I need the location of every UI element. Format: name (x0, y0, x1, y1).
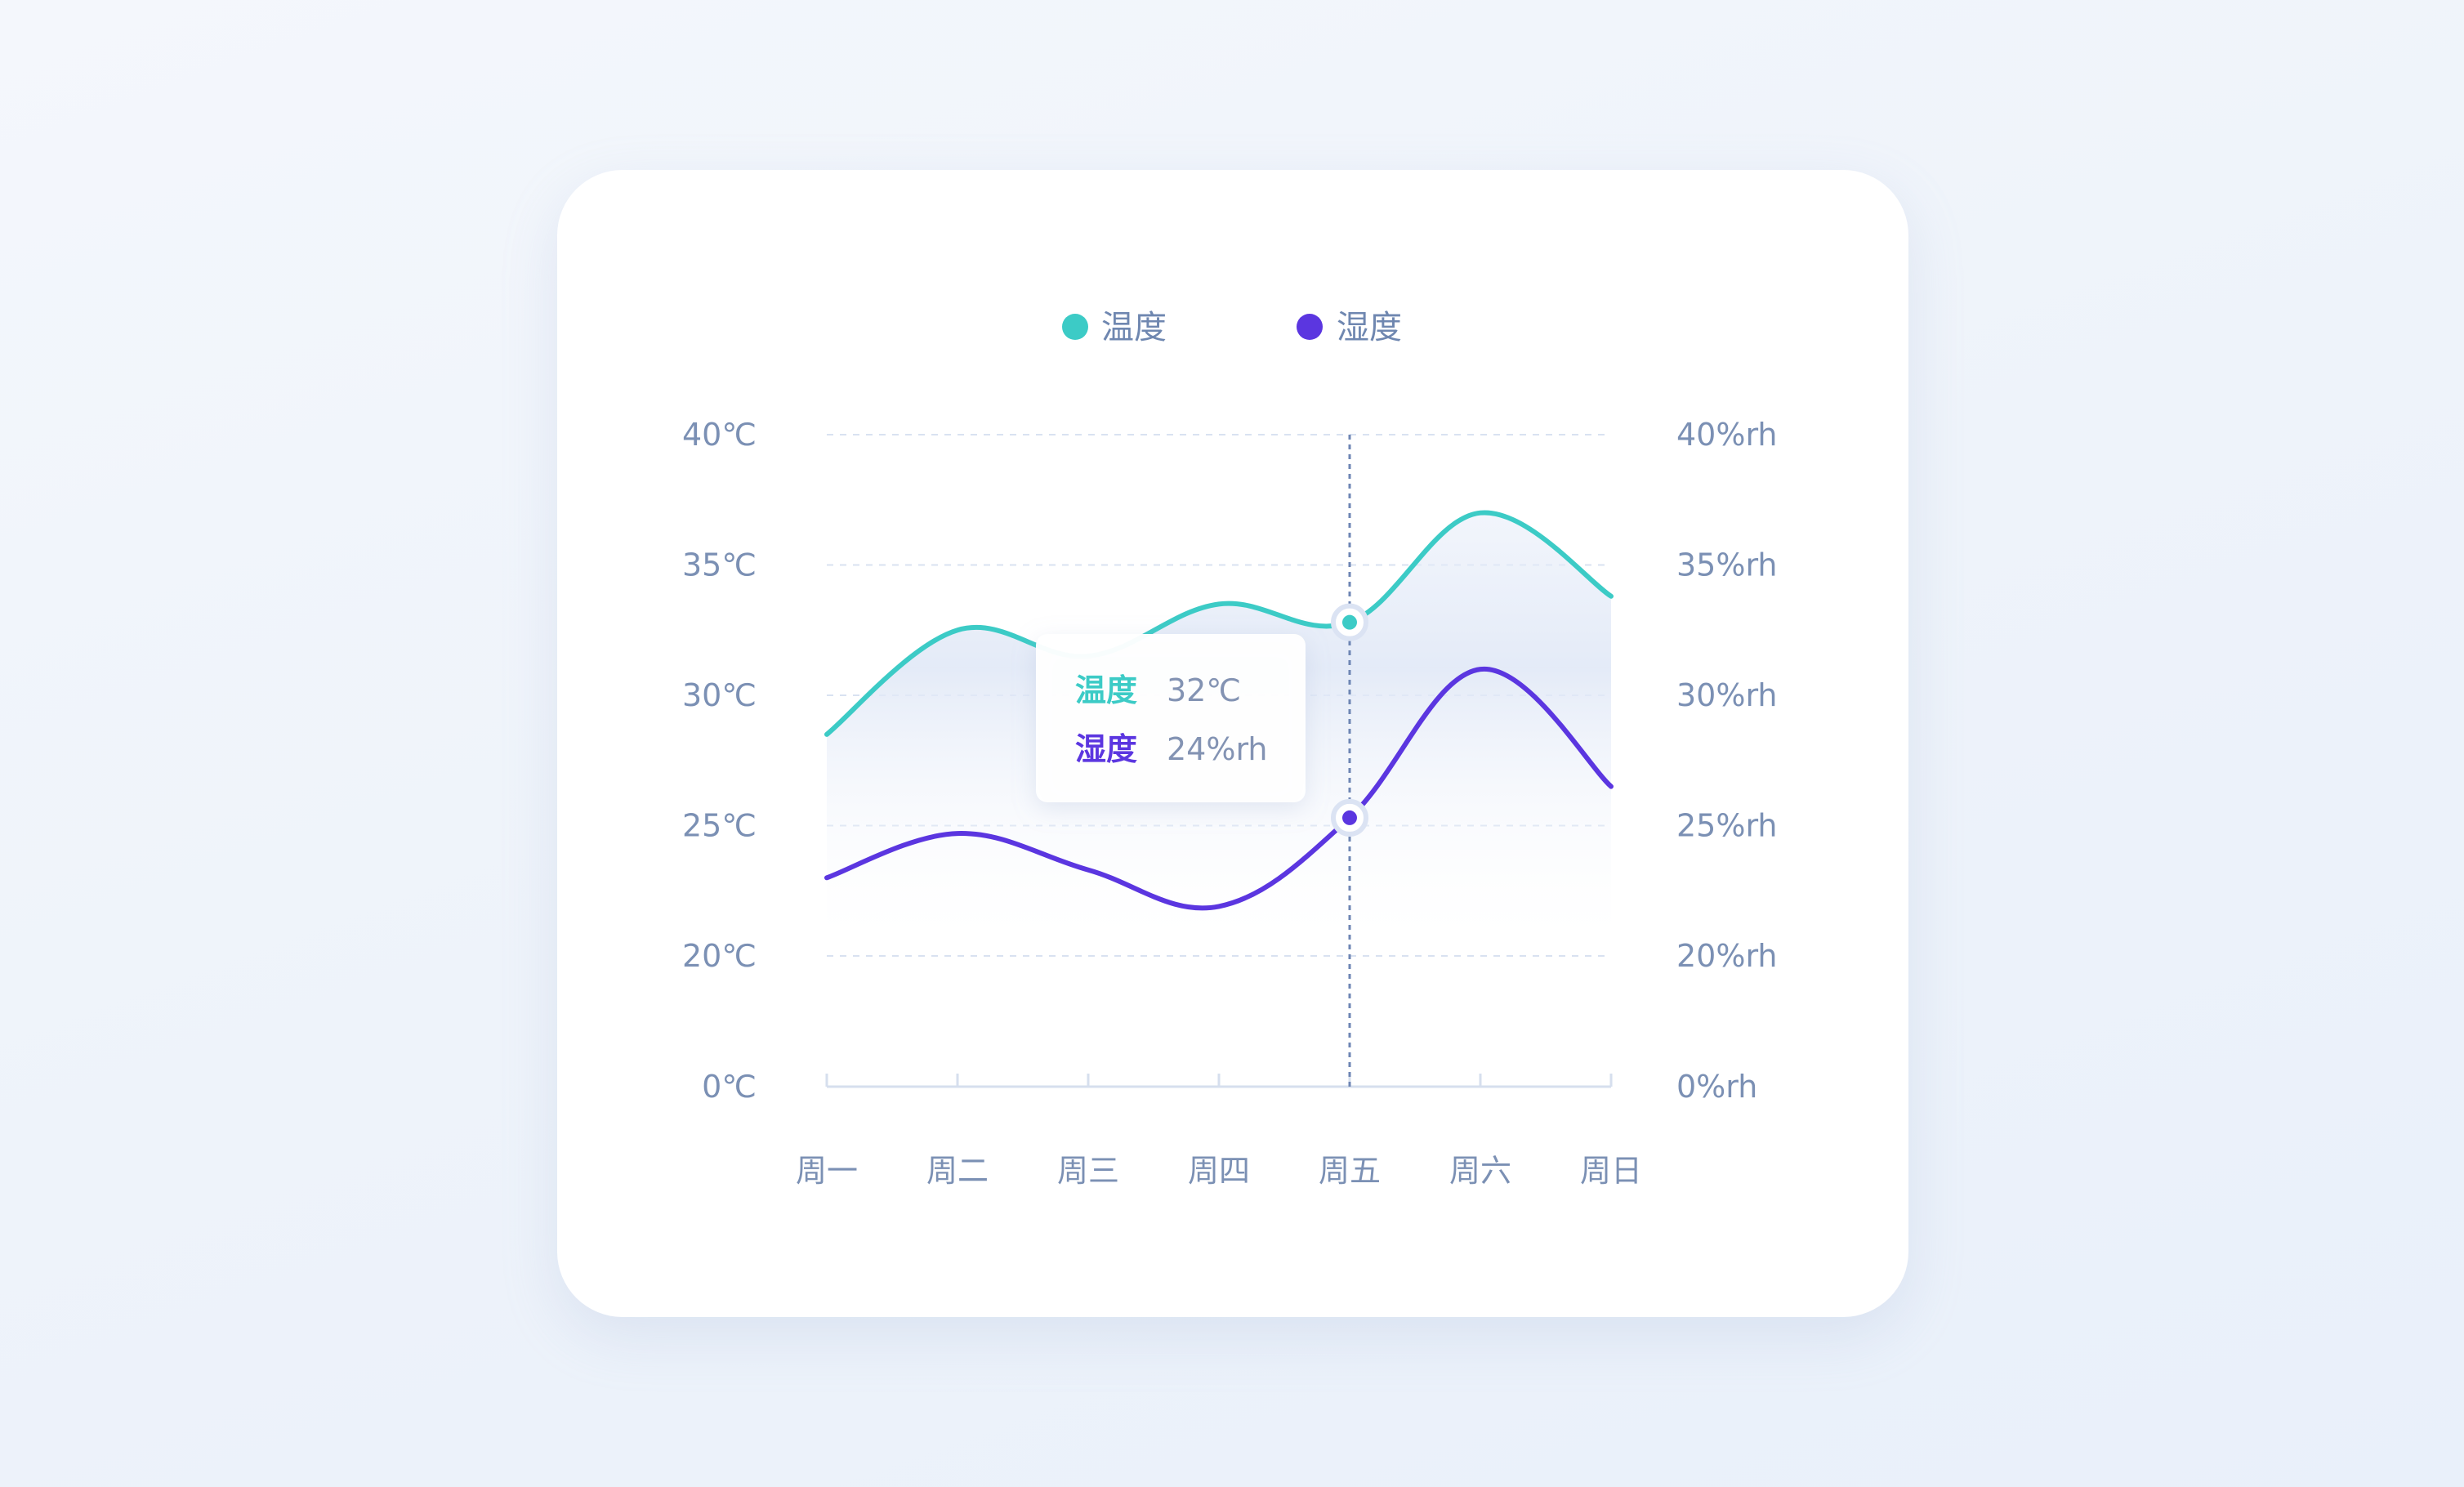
y-right-tick-label: 25%rh (1676, 808, 1778, 844)
y-left-tick-label: 30℃ (682, 677, 757, 713)
y-right-tick-label: 35%rh (1676, 547, 1778, 583)
y-left-tick-label: 35℃ (682, 547, 757, 583)
tooltip-label-temperature: 温度 (1075, 672, 1137, 708)
y-right-tick-label: 20%rh (1676, 938, 1778, 974)
x-tick-label: 周日 (1580, 1153, 1642, 1189)
x-axis: 周一 周二 周三 周四 周五 周六 周日 (796, 1074, 1642, 1189)
legend-dot-humidity (1297, 314, 1323, 340)
y-left-tick-label: 25℃ (682, 808, 757, 844)
legend-label-humidity: 湿度 (1337, 309, 1402, 346)
highlight-marker-dot (1342, 810, 1357, 825)
legend-dot-temperature (1062, 314, 1088, 340)
highlight-marker-dot (1342, 614, 1357, 630)
x-tick-label: 周四 (1188, 1153, 1250, 1189)
x-tick-label: 周五 (1319, 1153, 1381, 1189)
x-tick-label: 周六 (1449, 1153, 1511, 1189)
y-left-tick-label: 20℃ (682, 938, 757, 974)
y-left-tick-label: 0℃ (702, 1069, 757, 1105)
x-tick-label: 周二 (926, 1153, 989, 1189)
x-tick-label: 周一 (796, 1153, 858, 1189)
y-right-tick-label: 30%rh (1676, 677, 1778, 713)
y-axis-left: 0℃ 20℃ 25℃ 30℃ 35℃ 40℃ (682, 417, 757, 1105)
tooltip-value-humidity: 24%rh (1167, 731, 1268, 767)
legend-label-temperature: 温度 (1101, 309, 1167, 346)
tooltip-value-temperature: 32℃ (1167, 672, 1241, 708)
y-right-tick-label: 40%rh (1676, 417, 1778, 453)
series-line-temperature (824, 510, 1614, 737)
legend-item-humidity[interactable]: 湿度 (1297, 309, 1402, 346)
highlight-markers (1331, 603, 1368, 837)
series-line-humidity (824, 667, 1614, 911)
y-left-tick-label: 40℃ (682, 417, 757, 453)
tooltip: 温度 32℃ 湿度 24%rh (1036, 634, 1306, 802)
legend: 温度 湿度 (1062, 309, 1402, 346)
tooltip-label-humidity: 湿度 (1075, 731, 1137, 767)
tooltip-box (1036, 634, 1306, 802)
y-axis-right: 0%rh 20%rh 25%rh 30%rh 35%rh 40%rh (1676, 417, 1778, 1105)
x-tick-label: 周三 (1057, 1153, 1119, 1189)
y-right-tick-label: 0%rh (1676, 1069, 1757, 1105)
legend-item-temperature[interactable]: 温度 (1062, 309, 1167, 346)
